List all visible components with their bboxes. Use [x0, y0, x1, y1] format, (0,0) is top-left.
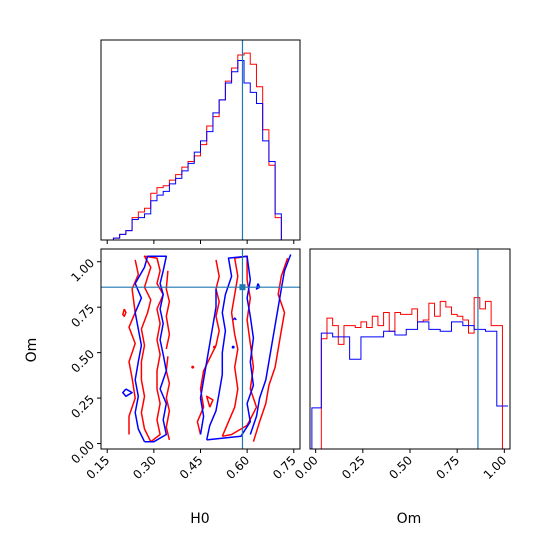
contour-run_a-8: [205, 395, 214, 408]
contour-run_a-0: [140, 255, 164, 443]
contour-run_b-4: [199, 289, 217, 435]
contour-run_b-2: [205, 255, 255, 441]
contour-run_b-1: [122, 388, 133, 398]
histogram-step-run_a: [311, 297, 509, 449]
contour-run_a-5: [221, 255, 258, 438]
contour-dot-run_a-0: [191, 365, 195, 369]
contour-run_a-7: [252, 257, 289, 442]
x-tick-label-om-marginal: 0.75: [433, 453, 462, 482]
x-axis-label-h0: H0: [190, 511, 209, 527]
x-axis-label-om: Om: [397, 511, 422, 527]
contour-dot-run_b-2: [231, 345, 235, 349]
contour-run_b-6: [232, 317, 237, 321]
h0-om-joint-panel: 0.15 0.30 0.45 0.60 0.750.000.250.500.751.00: [68, 248, 301, 482]
y-tick-label-h0-om-joint: 1.00: [68, 256, 97, 285]
h0-histogram-panel: [100, 39, 301, 244]
panel-frame-om-marginal: [309, 248, 511, 450]
x-tick-label-h0-om-joint: 0.15: [84, 453, 113, 482]
x-tick-label-om-marginal: 0.50: [386, 453, 415, 482]
x-tick-label-h0-om-joint: 0.75: [270, 453, 299, 482]
histogram-step-run_b: [311, 321, 509, 449]
x-tick-label-om-marginal: 1.00: [481, 453, 510, 482]
histogram-step-run_b: [101, 60, 300, 240]
om-histogram-panel: 0.00 0.25 0.50 0.75 1.00: [292, 248, 511, 482]
x-tick-label-h0-om-joint: 0.30: [130, 453, 159, 482]
y-axis-label-om: Om: [24, 338, 40, 363]
x-tick-label-h0-om-joint: 0.45: [177, 453, 206, 482]
contour-run_a-4: [122, 308, 127, 318]
y-tick-label-h0-om-joint: 0.50: [68, 347, 97, 376]
contour-run_a-3: [165, 356, 171, 441]
x-tick-label-om-marginal: 0.00: [292, 453, 321, 482]
truth-marker: [239, 284, 246, 291]
contour-run_b-5: [255, 283, 261, 290]
contour-run_b-3: [249, 254, 292, 435]
panel-frame-h0-om-joint: [100, 248, 301, 450]
contour-run_b-0: [134, 255, 168, 443]
x-tick-label-h0-om-joint: 0.60: [223, 453, 252, 482]
contour-run_a-1: [128, 259, 140, 435]
x-tick-label-om-marginal: 0.25: [339, 453, 368, 482]
panel-frame-h0-marginal: [100, 39, 301, 241]
contour-dot-run_a-1: [212, 345, 216, 349]
y-tick-label-h0-om-joint: 0.75: [68, 301, 97, 330]
contour-run_a-2: [165, 270, 171, 350]
y-tick-label-h0-om-joint: 0.25: [68, 392, 97, 421]
